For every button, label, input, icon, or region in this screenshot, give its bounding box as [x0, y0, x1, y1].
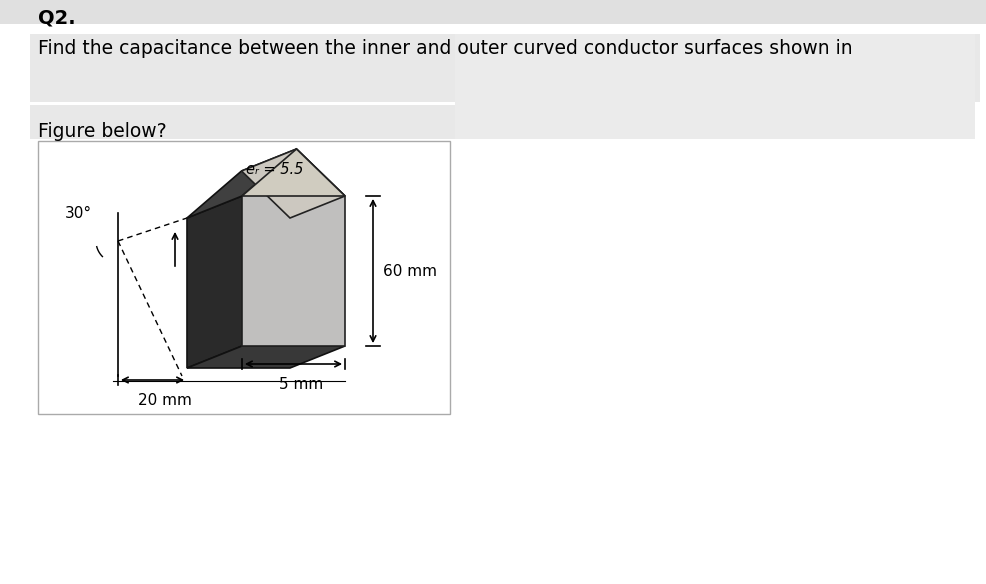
Text: Q2.: Q2.	[38, 9, 76, 28]
Text: 30°: 30°	[65, 207, 92, 221]
Polygon shape	[242, 149, 345, 218]
FancyBboxPatch shape	[30, 105, 600, 139]
FancyBboxPatch shape	[455, 34, 975, 139]
Text: Find the capacitance between the inner and outer curved conductor surfaces shown: Find the capacitance between the inner a…	[38, 39, 853, 58]
FancyBboxPatch shape	[0, 0, 986, 24]
FancyBboxPatch shape	[38, 141, 450, 414]
Text: 20 mm: 20 mm	[138, 393, 192, 408]
Polygon shape	[187, 346, 345, 368]
FancyBboxPatch shape	[30, 34, 980, 102]
Text: 5 mm: 5 mm	[279, 377, 323, 392]
Text: 60 mm: 60 mm	[383, 263, 437, 279]
Polygon shape	[187, 196, 242, 368]
Polygon shape	[187, 149, 297, 218]
Text: eᵣ = 5.5: eᵣ = 5.5	[246, 162, 304, 176]
Polygon shape	[242, 149, 345, 196]
Polygon shape	[242, 149, 345, 346]
Text: Figure below?: Figure below?	[38, 122, 167, 141]
